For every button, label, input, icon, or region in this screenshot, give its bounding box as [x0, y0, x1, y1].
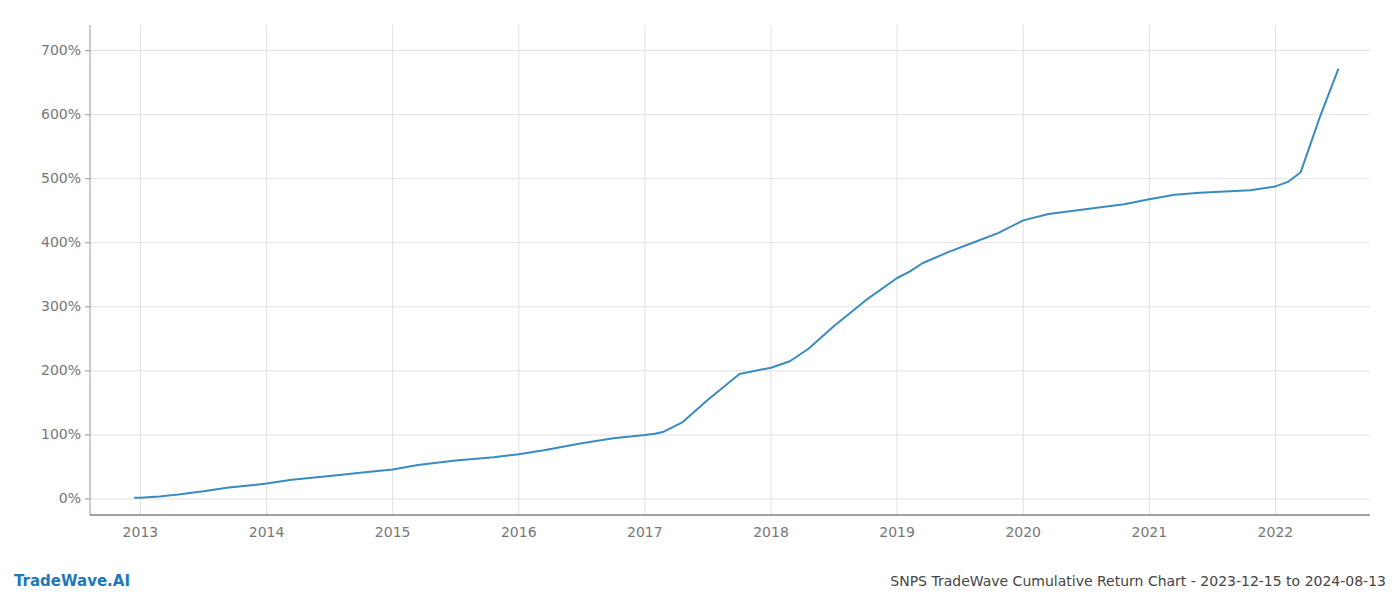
y-tick — [85, 242, 90, 243]
y-tick-label: 400% — [41, 234, 81, 250]
y-tick-label: 700% — [41, 42, 81, 58]
y-tick — [85, 370, 90, 371]
x-grid-line — [897, 25, 898, 515]
x-grid-line — [1023, 25, 1024, 515]
x-tick-label: 2020 — [1005, 524, 1041, 540]
x-tick-label: 2013 — [123, 524, 159, 540]
y-grid-line — [90, 178, 1370, 179]
chart-container: 0% 100% 200% 300% 400% 500% 600% 700% 2013 2014 20… — [0, 0, 1400, 600]
y-tick — [85, 498, 90, 499]
x-grid-line — [140, 25, 141, 515]
x-tick-label: 2021 — [1131, 524, 1167, 540]
y-tick — [85, 434, 90, 435]
x-grid-line — [1275, 25, 1276, 515]
x-tick-label: 2016 — [501, 524, 537, 540]
x-tick-label: 2019 — [879, 524, 915, 540]
x-tick-label: 2022 — [1258, 524, 1294, 540]
y-grid-line — [90, 242, 1370, 243]
x-grid-line — [518, 25, 519, 515]
x-grid-line — [392, 25, 393, 515]
grid — [90, 25, 1370, 515]
x-tick-label: 2014 — [249, 524, 285, 540]
y-grid-line — [90, 306, 1370, 307]
x-tick-label: 2017 — [627, 524, 663, 540]
y-grid-line — [90, 434, 1370, 435]
y-grid-line — [90, 50, 1370, 51]
y-grid-line — [90, 370, 1370, 371]
x-tick-label: 2018 — [753, 524, 789, 540]
y-tick-label: 100% — [41, 426, 81, 442]
plot-area — [134, 69, 1338, 498]
y-tick — [85, 50, 90, 51]
x-grid-line — [644, 25, 645, 515]
x-grid-line — [770, 25, 771, 515]
title: SNPS TradeWave Cumulative Return Chart -… — [890, 573, 1386, 589]
y-tick — [85, 306, 90, 307]
return-line — [134, 69, 1338, 498]
x-axis-line — [90, 514, 1370, 515]
y-tick-label: 0% — [59, 490, 81, 506]
y-tick-label: 200% — [41, 362, 81, 378]
axes: 0% 100% 200% 300% 400% 500% 600% 700% 2013 2014 20… — [41, 25, 1370, 540]
y-tick-label: 500% — [41, 170, 81, 186]
x-grid-line — [266, 25, 267, 515]
x-tick-label: 2015 — [375, 524, 411, 540]
y-axis-line — [90, 25, 91, 515]
y-tick-label: 300% — [41, 298, 81, 314]
chart-svg: 0% 100% 200% 300% 400% 500% 600% 700% 2013 2014 20… — [0, 0, 1400, 600]
y-grid-line — [90, 498, 1370, 499]
x-grid-line — [1149, 25, 1150, 515]
y-tick — [85, 178, 90, 179]
y-tick-label: 600% — [41, 106, 81, 122]
y-grid-line — [90, 114, 1370, 115]
watermark: TradeWave.AI — [14, 572, 130, 590]
y-tick — [85, 114, 90, 115]
